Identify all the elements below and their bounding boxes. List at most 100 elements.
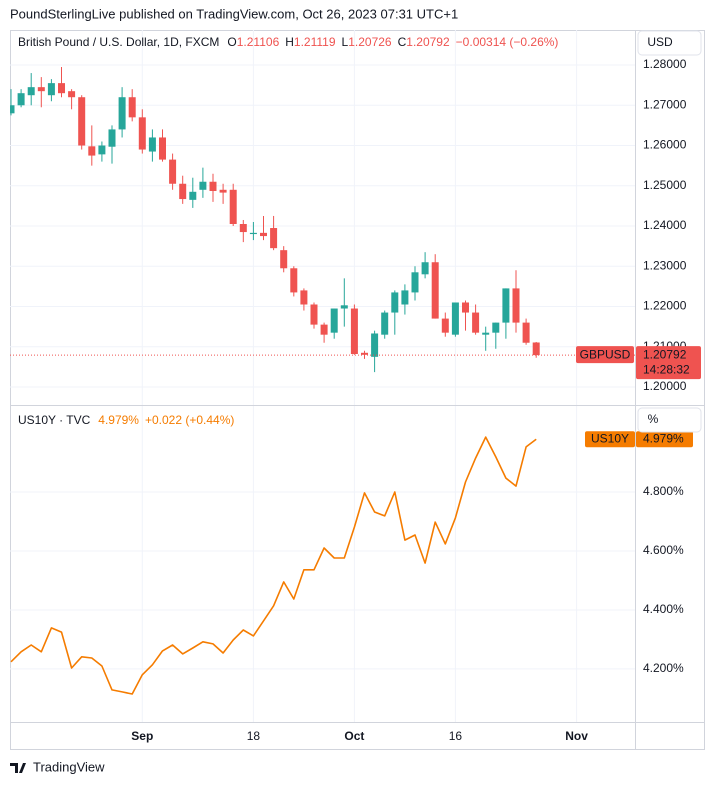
footer-logo: TradingView (10, 759, 105, 774)
currency-button[interactable] (637, 30, 702, 56)
candle-body (47, 83, 55, 96)
symbol-tag (576, 346, 634, 364)
candle-body (189, 191, 197, 200)
candle-body (27, 87, 35, 96)
countdown: 14:28:32 (643, 362, 690, 376)
symbol-tag-label: GBPUSD (580, 347, 631, 361)
x-tick-label: Sep (131, 729, 153, 743)
candle-body (371, 333, 379, 357)
symbol-tag-label: US10Y (591, 431, 629, 445)
candle-body (37, 87, 45, 92)
yield-legend: US10Y · TVC 4.979% +0.022 (+0.44%) (18, 413, 234, 427)
logo-mark (10, 763, 26, 773)
candle-body (209, 181, 217, 191)
candle-body (179, 183, 187, 200)
change: −0.00314 (−0.26%) (456, 35, 559, 49)
ohlc-label: C (398, 35, 407, 49)
yield-legend-text: US10Y · TVC 4.979% +0.022 (+0.44%) (18, 413, 234, 427)
candle-body (229, 189, 237, 225)
candle-body (472, 312, 480, 333)
candle-body (290, 268, 298, 293)
price-tag-value: 1.20792 (643, 347, 687, 361)
last-value: 4.979% (98, 413, 139, 427)
y-tick-label: 4.400% (643, 602, 684, 616)
candle-body (58, 83, 65, 94)
candle-body (391, 292, 399, 313)
candle-body (361, 352, 368, 355)
candle-body (451, 302, 459, 335)
candle-body (462, 302, 469, 313)
price-legend: British Pound / U.S. Dollar, 1D, FXCM O1.… (18, 35, 558, 49)
candle-body (118, 97, 126, 130)
candle-body (260, 232, 267, 237)
candle-body (330, 308, 338, 333)
value-tag (636, 431, 693, 448)
candle-body (411, 272, 419, 293)
ohlc-value: 1.20792 (406, 35, 450, 49)
y-tick-label: 4.600% (643, 543, 684, 557)
publish-header: PoundSterlingLive published on TradingVi… (10, 6, 458, 21)
candle-body (10, 105, 15, 114)
y-tick-label: 1.27000 (643, 97, 687, 111)
unit-label: % (648, 412, 659, 426)
y-tick-label: 1.25000 (643, 178, 687, 192)
candle-body (169, 159, 177, 184)
unit-button[interactable] (637, 407, 702, 433)
ohlc-label: O (227, 35, 236, 49)
y-tick-label: 4.200% (643, 661, 684, 675)
y-tick-label: 4.800% (643, 484, 684, 498)
x-tick-label: 16 (449, 729, 463, 743)
y-tick-label: 1.24000 (643, 218, 687, 232)
candle-body (340, 305, 348, 309)
candle-body (381, 312, 389, 335)
candle-body (300, 290, 308, 305)
y-tick-label: 1.20000 (643, 379, 687, 393)
symbol-tag (585, 431, 635, 448)
price-tag (636, 346, 701, 380)
price-legend-text: British Pound / U.S. Dollar, 1D, FXCM O1.… (18, 35, 558, 49)
candle-body (148, 137, 156, 152)
y-tick-label: 1.23000 (643, 258, 687, 272)
x-tick-label: Nov (565, 729, 588, 743)
x-tick-label: Oct (344, 729, 364, 743)
candle-body (280, 250, 288, 269)
candle-body (199, 181, 207, 190)
candle-body (17, 93, 25, 106)
candle-body (98, 145, 106, 155)
candle-body (522, 322, 530, 343)
currency-label: USD (647, 35, 673, 49)
candle-body (401, 290, 409, 305)
candle-body (310, 304, 318, 325)
ohlc-label: L (342, 35, 349, 49)
change: +0.022 (+0.44%) (145, 413, 234, 427)
candle-body (128, 97, 136, 118)
price-pane (10, 67, 635, 373)
candle-body (159, 137, 166, 160)
candle-body (502, 288, 510, 323)
value-tag-label: 4.979% (643, 431, 684, 445)
candle-body (108, 129, 116, 147)
candle-body (249, 232, 257, 235)
candle-body (421, 262, 429, 275)
footer-brand: TradingView (33, 759, 105, 774)
x-tick-label: 18 (247, 729, 261, 743)
candle-body (239, 224, 247, 233)
candle-body (320, 324, 328, 335)
symbol-title: US10Y · TVC (18, 413, 91, 427)
candle-body (512, 288, 520, 323)
candle-body (219, 189, 227, 193)
yield-pane (10, 436, 537, 695)
axes: Sep 18 Oct 16 Nov1.200001.210001.220001.2300… (131, 57, 701, 743)
ohlc-value: 1.20726 (348, 35, 392, 49)
candle-body (482, 332, 490, 335)
candle-body (350, 308, 358, 355)
symbol-title: British Pound / U.S. Dollar, 1D, FXCM (18, 35, 219, 49)
y-tick-label: 1.28000 (643, 57, 687, 71)
candle-body (68, 91, 76, 98)
ohlc-value: 1.21119 (294, 35, 336, 49)
candle-body (532, 342, 540, 356)
ohlc-value: 1.21106 (237, 35, 280, 49)
